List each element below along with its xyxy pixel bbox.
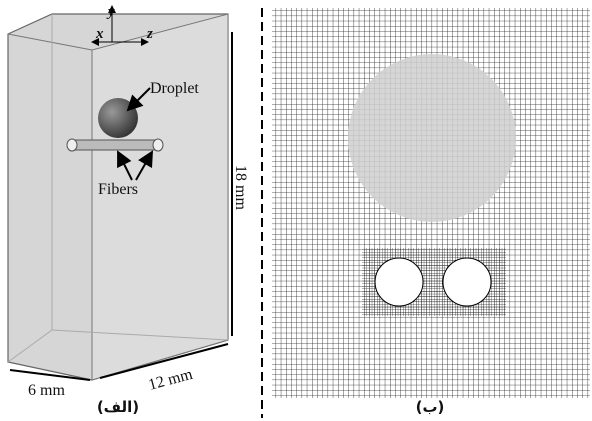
dimension-label: 12 mm: [147, 366, 195, 394]
fibers-label: Fibers: [98, 181, 138, 198]
droplet-label: Droplet: [150, 80, 199, 97]
mesh: [272, 8, 590, 398]
axis-label: x: [95, 26, 104, 42]
panel-caption: (الف): [97, 398, 139, 416]
dimension-label: 6 mm: [28, 382, 65, 399]
figure: y x z Droplet Fibers 18 mm 12 mm 6 mm (ا…: [0, 0, 592, 421]
dimension-label: 18 mm: [232, 165, 249, 210]
axis-label: z: [146, 26, 153, 42]
panel-caption: (ب): [416, 398, 445, 416]
axis-label: y: [106, 4, 115, 20]
